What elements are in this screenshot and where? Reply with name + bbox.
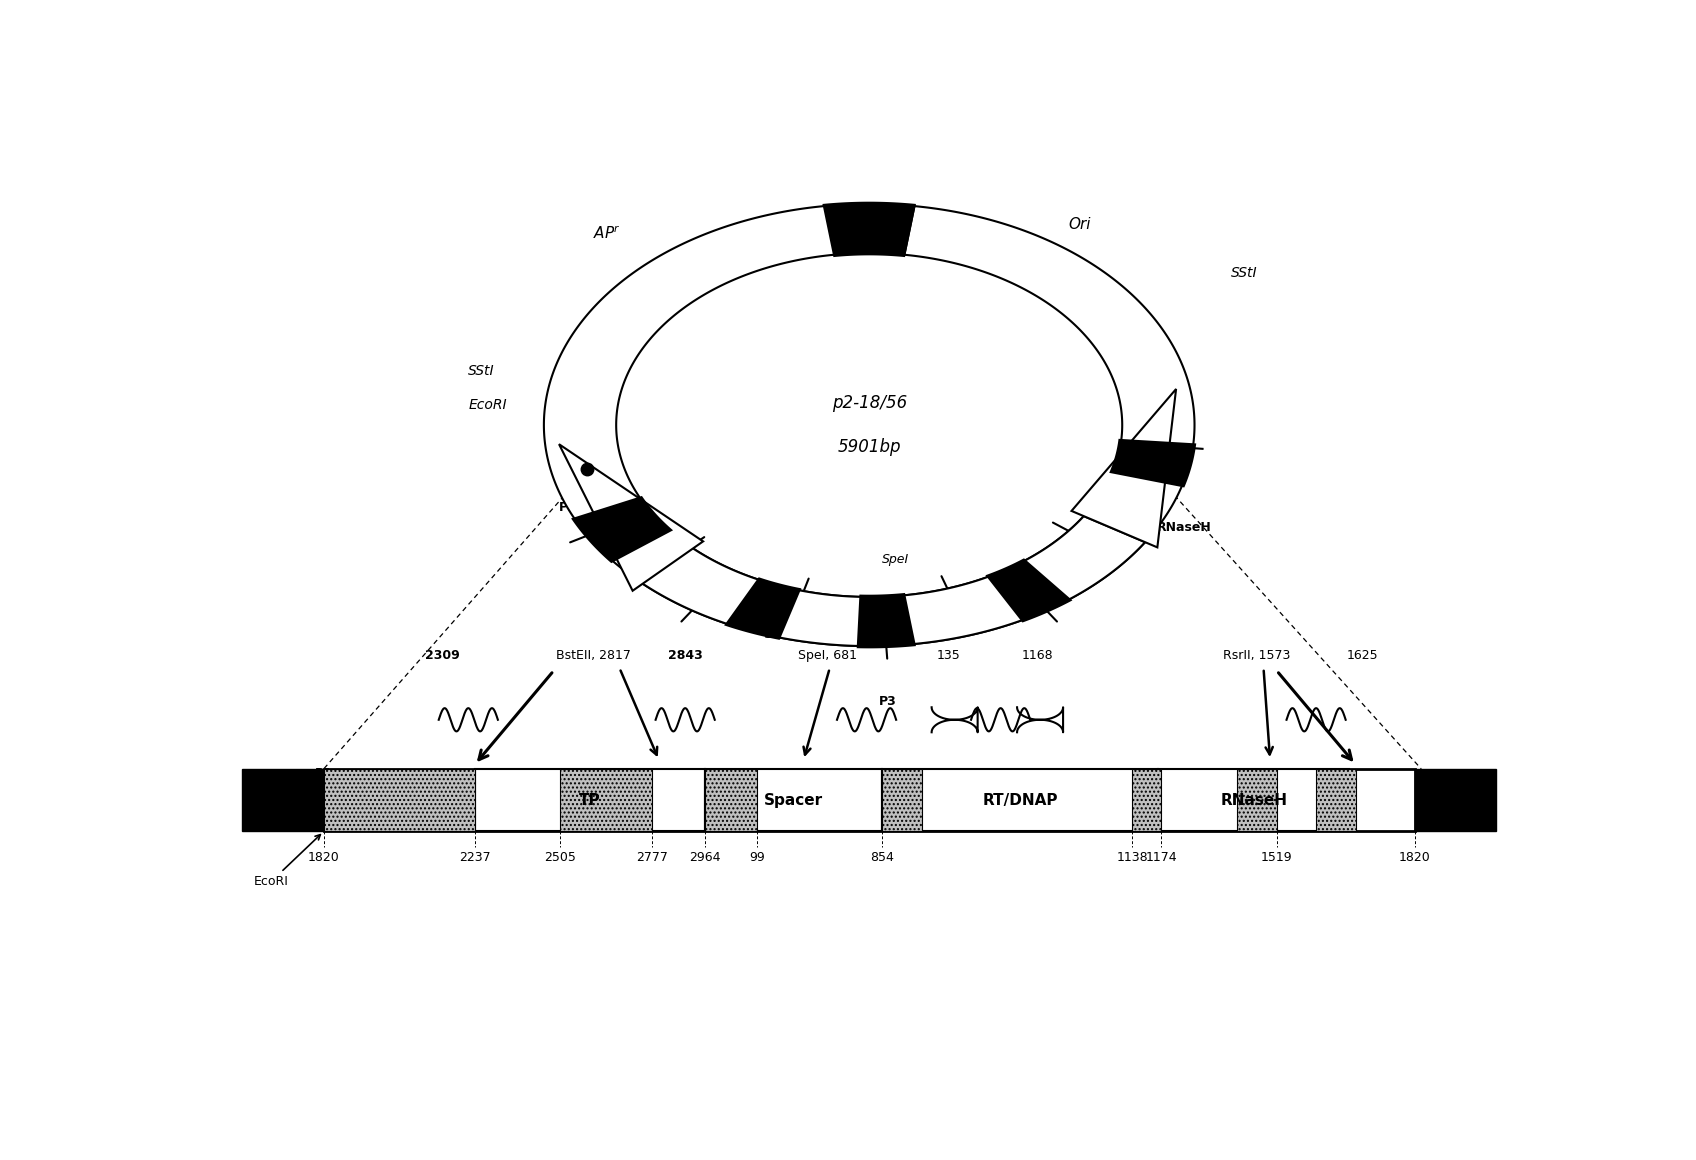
Text: 2237: 2237: [460, 851, 490, 864]
Text: P1: P1: [315, 767, 332, 780]
Polygon shape: [1111, 440, 1196, 486]
Polygon shape: [726, 579, 801, 639]
Text: 1820: 1820: [1399, 851, 1430, 864]
Bar: [1158, 769, 1348, 832]
Text: P5: P5: [638, 529, 656, 542]
Polygon shape: [573, 498, 672, 561]
Text: EcoRI: EcoRI: [468, 398, 507, 412]
Text: 1138: 1138: [1116, 851, 1148, 864]
Text: P4: P4: [1036, 581, 1055, 594]
Text: P6: P6: [699, 820, 716, 834]
Text: P2: P2: [495, 767, 512, 780]
Bar: [475, 769, 706, 832]
Text: 2843: 2843: [668, 648, 702, 661]
Text: RsrII: RsrII: [1085, 499, 1113, 512]
Text: P3: P3: [772, 767, 789, 780]
Text: SPACER: SPACER: [763, 629, 817, 641]
Text: 1168: 1168: [1021, 648, 1053, 661]
Text: AP$^r$: AP$^r$: [592, 224, 621, 241]
Text: BstEII: BstEII: [694, 566, 729, 579]
Bar: [1238, 769, 1277, 832]
Bar: [560, 769, 653, 832]
Text: P8: P8: [1114, 515, 1131, 528]
Text: TP: TP: [578, 792, 600, 807]
Text: Ori: Ori: [1068, 217, 1091, 232]
Bar: [706, 769, 882, 832]
Text: 5901bp: 5901bp: [838, 438, 901, 456]
Text: 854: 854: [870, 851, 894, 864]
Text: P3: P3: [879, 695, 895, 708]
Bar: [882, 769, 1158, 832]
Text: 2309: 2309: [424, 648, 460, 661]
Text: RT: RT: [999, 602, 1016, 615]
Text: TP: TP: [638, 535, 655, 548]
Text: EcoRI: EcoRI: [254, 835, 321, 889]
Text: RT/DNAP: RT/DNAP: [982, 792, 1058, 807]
Text: P7: P7: [951, 608, 968, 621]
Text: 1625: 1625: [1347, 648, 1377, 661]
Text: P7: P7: [1070, 820, 1089, 834]
Text: P5: P5: [522, 820, 541, 834]
Text: P8: P8: [1250, 820, 1267, 834]
Text: P1: P1: [558, 501, 577, 514]
Bar: [882, 769, 923, 832]
Polygon shape: [858, 594, 914, 647]
Text: 1519: 1519: [1260, 851, 1292, 864]
Text: 1820: 1820: [309, 851, 339, 864]
Polygon shape: [643, 204, 1194, 646]
Text: SpeI, 681: SpeI, 681: [797, 648, 856, 661]
Text: 135: 135: [936, 648, 960, 661]
Text: RsrII, 1573: RsrII, 1573: [1223, 648, 1291, 661]
Text: 1174: 1174: [1145, 851, 1177, 864]
Text: RNaseH: RNaseH: [1157, 521, 1213, 535]
Polygon shape: [560, 444, 704, 590]
Text: 2777: 2777: [636, 851, 668, 864]
Bar: [1414, 769, 1496, 832]
Bar: [706, 769, 758, 832]
Text: p2-18/56: p2-18/56: [831, 393, 907, 412]
Polygon shape: [824, 203, 914, 256]
Bar: [324, 769, 475, 832]
Text: SpeI: SpeI: [882, 552, 909, 566]
Text: 2964: 2964: [689, 851, 721, 864]
Polygon shape: [987, 559, 1070, 622]
Text: BstEII, 2817: BstEII, 2817: [556, 648, 631, 661]
Text: P4: P4: [1070, 767, 1089, 780]
Text: SStI: SStI: [468, 364, 495, 378]
Bar: [1133, 769, 1162, 832]
Bar: [324, 769, 1414, 832]
Text: P6: P6: [782, 610, 799, 623]
Text: SStI: SStI: [1231, 266, 1257, 281]
Text: 2505: 2505: [544, 851, 577, 864]
Text: RNaseH: RNaseH: [1219, 792, 1287, 807]
Text: 99: 99: [750, 851, 765, 864]
Text: P2: P2: [683, 581, 702, 594]
Bar: [1316, 769, 1355, 832]
Polygon shape: [544, 204, 1145, 646]
Bar: [243, 769, 324, 832]
Text: Spacer: Spacer: [765, 792, 823, 807]
Polygon shape: [1072, 389, 1175, 548]
